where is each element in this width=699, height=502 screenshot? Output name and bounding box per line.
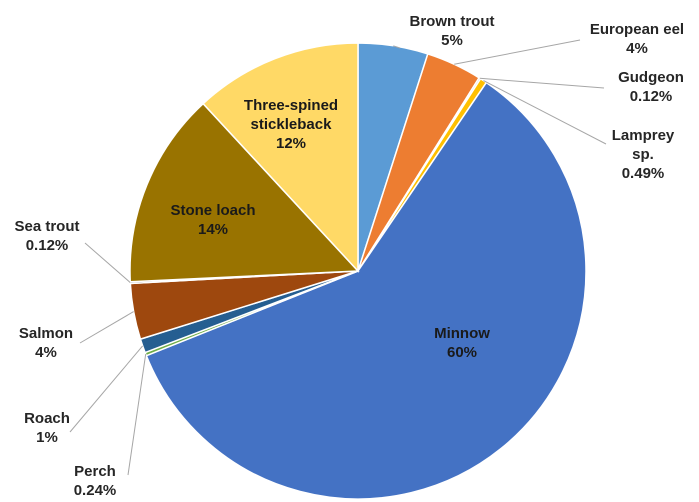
leader-line-european-eel [454, 39, 581, 65]
data-labels: Brown trout 5% European eel 4% Gudgeon 0.12% L… [14, 13, 684, 499]
leader-lines [69, 39, 607, 476]
data-label-european-eel: European eel 4% [590, 21, 684, 57]
slice-three-spined-stickleback [202, 42, 359, 273]
leader-line-gudgeon [479, 77, 605, 89]
slice-minnow [145, 81, 587, 500]
leader-line-brown-trout [393, 45, 401, 49]
leader-line-perch [127, 354, 147, 476]
data-label-lamprey-sp: Lamprey sp. 0.49% [612, 127, 675, 182]
slice-stone-loach [129, 102, 360, 283]
pie-slices [129, 42, 587, 500]
leader-line-lamprey-sp [483, 80, 607, 145]
data-label-perch: Perch 0.24% [74, 463, 117, 499]
data-label-three-spined-stickleback: Three-spined stickleback 12% [244, 97, 338, 152]
data-label-sea-trout: Sea trout 0.12% [14, 218, 79, 254]
leader-line-sea-trout [84, 242, 131, 283]
data-label-stone-loach: Stone loach 14% [170, 202, 255, 238]
data-label-minnow: Minnow 60% [434, 325, 490, 361]
leader-line-roach [69, 345, 143, 433]
data-label-gudgeon: Gudgeon 0.12% [618, 69, 684, 105]
data-label-brown-trout: Brown trout 5% [410, 13, 495, 49]
data-label-roach: Roach 1% [24, 410, 70, 446]
leader-line-salmon [79, 311, 134, 344]
data-label-salmon: Salmon 4% [19, 325, 73, 361]
